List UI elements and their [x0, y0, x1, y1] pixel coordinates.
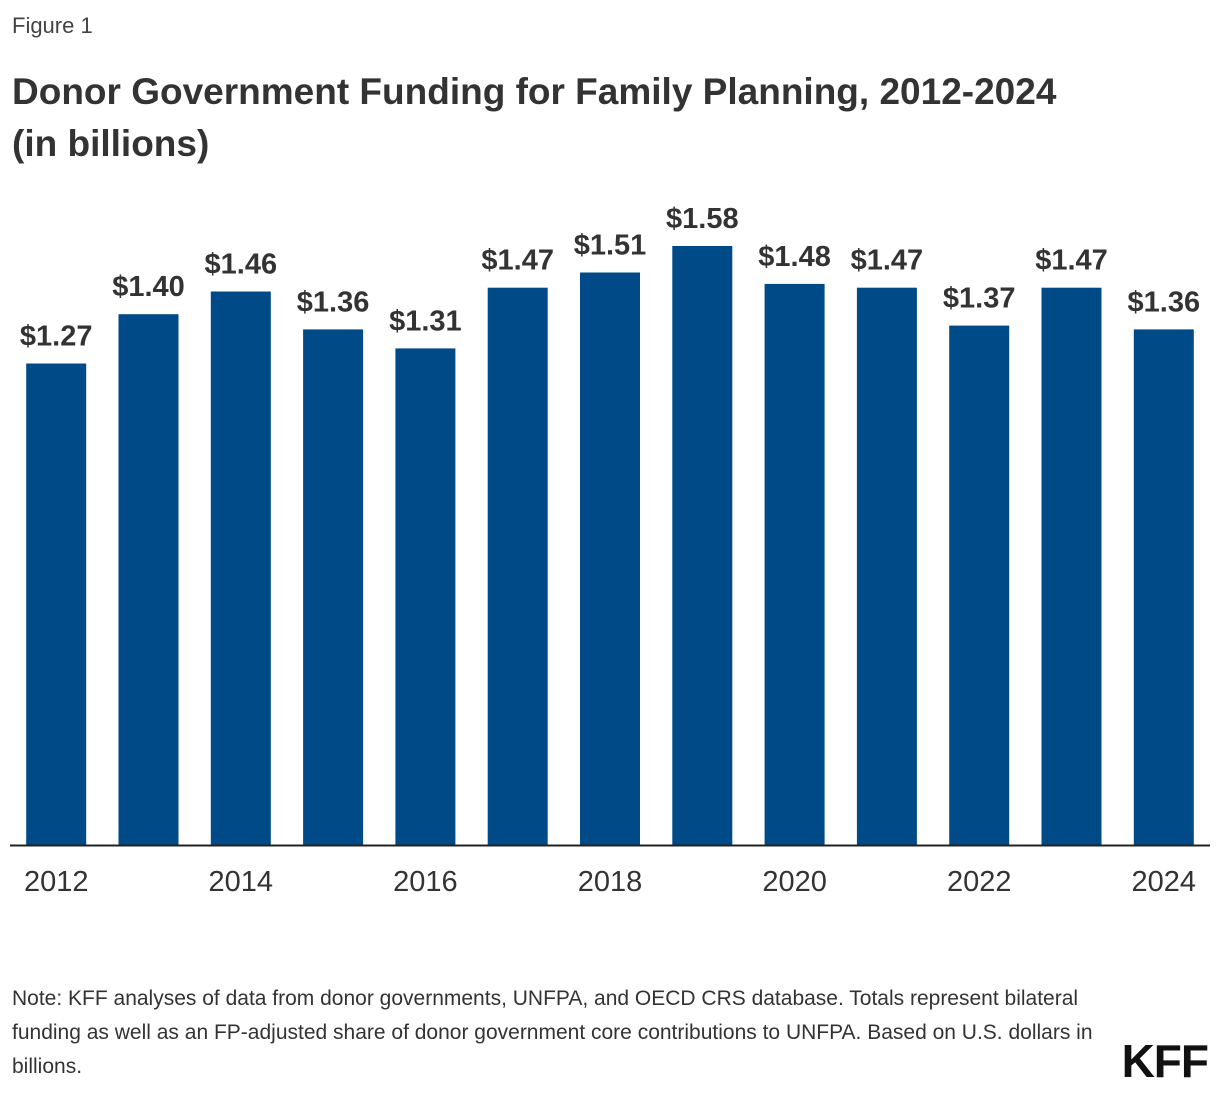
data-label-2013: $1.40 [112, 271, 185, 303]
x-tick-label-2016: 2016 [393, 866, 458, 898]
x-tick-label-2024: 2024 [1132, 866, 1197, 898]
bar-2022 [949, 325, 1010, 846]
bar-2015 [303, 329, 364, 845]
data-label-2022: $1.37 [943, 283, 1016, 315]
chart-title-line-2: (in billions) [12, 123, 210, 164]
data-label-2021: $1.47 [851, 245, 924, 277]
kff-logo: KFF [1121, 1035, 1209, 1087]
bar-2013 [118, 314, 179, 845]
data-label-2019: $1.58 [666, 203, 739, 235]
x-tick-label-2022: 2022 [947, 866, 1012, 898]
bar-2016 [395, 348, 456, 845]
data-label-2020: $1.48 [758, 241, 831, 273]
bar-2017 [487, 287, 548, 845]
bar-2024 [1133, 329, 1194, 845]
x-tick-label-2020: 2020 [762, 866, 827, 898]
bar-chart: $1.27 $1.40 $1.46 $1.36 $1.31 $1.47 $1.51 $1.58… [10, 203, 1210, 898]
bar-2020 [764, 283, 825, 845]
data-label-2015: $1.36 [297, 286, 370, 318]
bar-2012 [26, 363, 87, 845]
x-tick-labels-group: 2012 2014 2016 2018 2020 2022 2024 [24, 866, 1196, 898]
data-label-2012: $1.27 [20, 321, 93, 353]
data-label-2024: $1.36 [1128, 286, 1201, 318]
x-tick-label-2012: 2012 [24, 866, 89, 898]
data-label-2018: $1.51 [574, 230, 647, 262]
bar-2023 [1041, 287, 1102, 845]
data-label-2017: $1.47 [481, 245, 554, 277]
data-label-2023: $1.47 [1035, 245, 1108, 277]
bar-2021 [856, 287, 917, 845]
bar-2018 [580, 272, 640, 845]
chart-title-line-1: Donor Government Funding for Family Plan… [12, 71, 1057, 112]
bar-2019 [672, 246, 733, 845]
chart-title: Donor Government Funding for Family Plan… [12, 66, 1202, 170]
chart-note: Note: KFF analyses of data from donor go… [12, 987, 1093, 1078]
bars-group [26, 246, 1194, 846]
x-tick-label-2014: 2014 [209, 866, 274, 898]
x-tick-label-2018: 2018 [578, 866, 643, 898]
data-labels-group: $1.27 $1.40 $1.46 $1.36 $1.31 $1.47 $1.51 $1.58… [20, 203, 1200, 353]
figure-label: Figure 1 [12, 13, 93, 38]
data-label-2014: $1.46 [205, 249, 278, 281]
data-label-2016: $1.31 [389, 305, 462, 337]
bar-2014 [210, 291, 271, 845]
